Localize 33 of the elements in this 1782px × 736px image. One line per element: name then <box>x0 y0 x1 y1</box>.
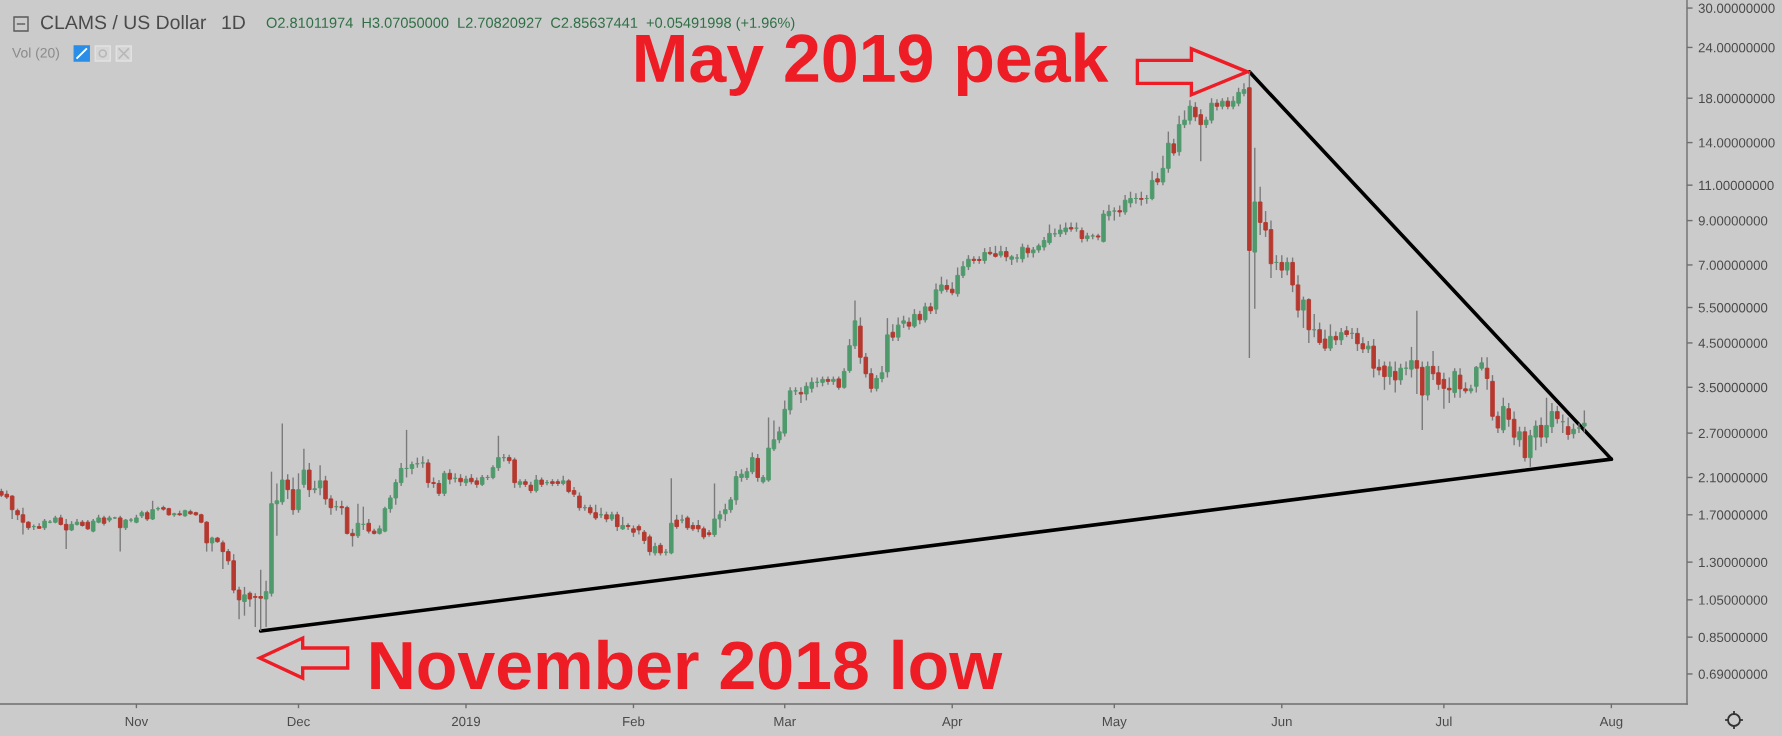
y-tick-label: 11.00000000 <box>1699 180 1774 191</box>
x-tick-label: 2019 <box>451 716 481 727</box>
y-tick-label: 9.00000000 <box>1698 216 1768 226</box>
x-tick-label: Apr <box>941 716 963 729</box>
y-tick-label: 24.00000000 <box>1698 43 1775 53</box>
y-tick-label: 18.00000000 <box>1699 93 1775 104</box>
text: 1D <box>222 15 245 30</box>
y-tick-label: 1.30000000 <box>1699 557 1768 568</box>
y-tick-label: 2.10000000 <box>1698 473 1768 483</box>
y-tick-label: 2.70000000 <box>1698 428 1768 439</box>
y-tick-label: 1.70000000 <box>1699 510 1768 520</box>
x-tick-label: May <box>1102 716 1127 729</box>
annotation: O2.81011974 H3.07050000 L2.70820927 C2.85637441 +0.05491998 (+1.96%) <box>266 17 795 31</box>
x-tick-label: Dec <box>287 716 310 727</box>
y-tick-label: 0.69000000 <box>1698 669 1768 679</box>
x-tick-label: Jul <box>1435 716 1452 727</box>
annotation: Vol (20) <box>12 47 60 61</box>
x-tick-label: Aug <box>1599 716 1623 729</box>
annotation: May 2019 peak <box>636 32 1109 96</box>
y-tick-label: 4.50000000 <box>1698 338 1768 348</box>
x-tick-label: Mar <box>774 716 796 727</box>
x-tick-label: Nov <box>125 716 149 727</box>
y-tick-label: 3.50000000 <box>1698 382 1768 393</box>
y-tick-label: 7.00000000 <box>1698 260 1768 270</box>
y-tick-label: 30.00000000 <box>1698 3 1775 13</box>
y-tick-label: 5.50000000 <box>1698 303 1768 313</box>
x-tick-label: Feb <box>623 716 645 727</box>
y-tick-label: 0.85000000 <box>1698 632 1768 643</box>
annotation: November 2018 low <box>371 639 1003 690</box>
x-tick-label: Jun <box>1271 716 1292 727</box>
text: CLAMS / US Dollar <box>40 14 207 30</box>
y-tick-label: 1.05000000 <box>1699 595 1768 605</box>
y-tick-label: 14.00000000 <box>1699 138 1775 148</box>
